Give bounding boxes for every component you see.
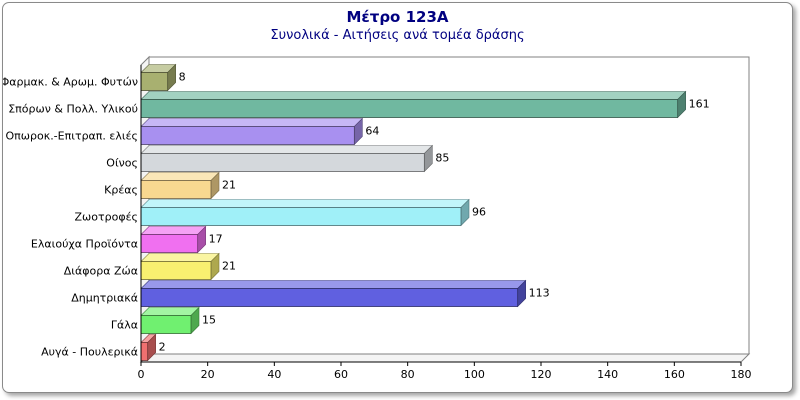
x-tick-label: 80: [401, 368, 415, 381]
category-label: Ζωοτροφές: [75, 211, 138, 224]
x-tick-label: 140: [597, 368, 618, 381]
bar: [140, 234, 199, 253]
category-label: Κρέας: [104, 184, 138, 197]
bar-top-face: [140, 118, 364, 127]
category-label: Σπόρων & Πολλ. Υλικού: [8, 103, 138, 116]
data-label: 113: [529, 287, 550, 300]
data-label: 21: [222, 179, 236, 192]
bar: [140, 72, 169, 91]
bar-top-face: [140, 253, 220, 262]
bar: [140, 342, 149, 361]
data-label: 64: [365, 125, 379, 138]
category-label: Οπωροκ.-Επιτραπ. ελιές: [6, 130, 139, 143]
category-label: Διάφορα Ζώα: [64, 265, 138, 278]
bar: [140, 207, 462, 226]
data-label: 21: [222, 260, 236, 273]
data-label: 2: [159, 341, 166, 354]
bar-top-face: [140, 145, 434, 154]
bar-top-face: [140, 199, 470, 208]
x-tick-label: 180: [731, 368, 752, 381]
chart-title: Μέτρο 123Α: [346, 8, 449, 26]
bar-top-face: [140, 91, 687, 100]
data-label: 8: [179, 71, 186, 84]
category-label: Φαρμακ. & Αρωμ. Φυτών: [3, 76, 138, 89]
plot-floor: [139, 353, 751, 363]
data-label: 85: [435, 152, 449, 165]
bar: [140, 153, 425, 172]
data-label: 17: [209, 233, 223, 246]
data-label: 161: [689, 98, 710, 111]
category-label: Γάλα: [111, 319, 138, 332]
x-tick-label: 120: [531, 368, 552, 381]
bar-chart: 8 Φαρμακ. & Αρωμ. Φυτών 161 Σπόρων & Πολλ. …: [3, 55, 752, 381]
bar: [140, 99, 679, 118]
category-label: Αυγά - Πουλερικά: [41, 346, 138, 359]
x-tick-label: 40: [267, 368, 281, 381]
category-label: Δημητριακά: [71, 292, 138, 305]
chart-subtitle: Συνολικά - Αιτήσεις ανά τομέα δράσης: [270, 28, 525, 43]
bar: [140, 180, 212, 199]
bar: [140, 315, 192, 334]
x-tick-label: 20: [201, 368, 215, 381]
bar: [140, 288, 519, 307]
bar-top-face: [140, 280, 527, 289]
data-label: 96: [472, 206, 486, 219]
chart-frame: Μέτρο 123Α Συνολικά - Αιτήσεις ανά τομέα…: [2, 2, 793, 393]
bar: [140, 261, 212, 280]
bar-top-face: [140, 172, 220, 181]
x-tick-label: 100: [464, 368, 485, 381]
bar: [140, 126, 355, 145]
bar-top-face: [140, 307, 200, 316]
category-label: Ελαιούχα Προϊόντα: [31, 238, 138, 251]
x-tick-label: 60: [334, 368, 348, 381]
category-label: Οίνος: [106, 157, 138, 170]
bar-top-face: [140, 226, 207, 235]
data-label: 15: [202, 314, 216, 327]
x-tick-label: 160: [664, 368, 685, 381]
x-tick-label: 0: [138, 368, 145, 381]
